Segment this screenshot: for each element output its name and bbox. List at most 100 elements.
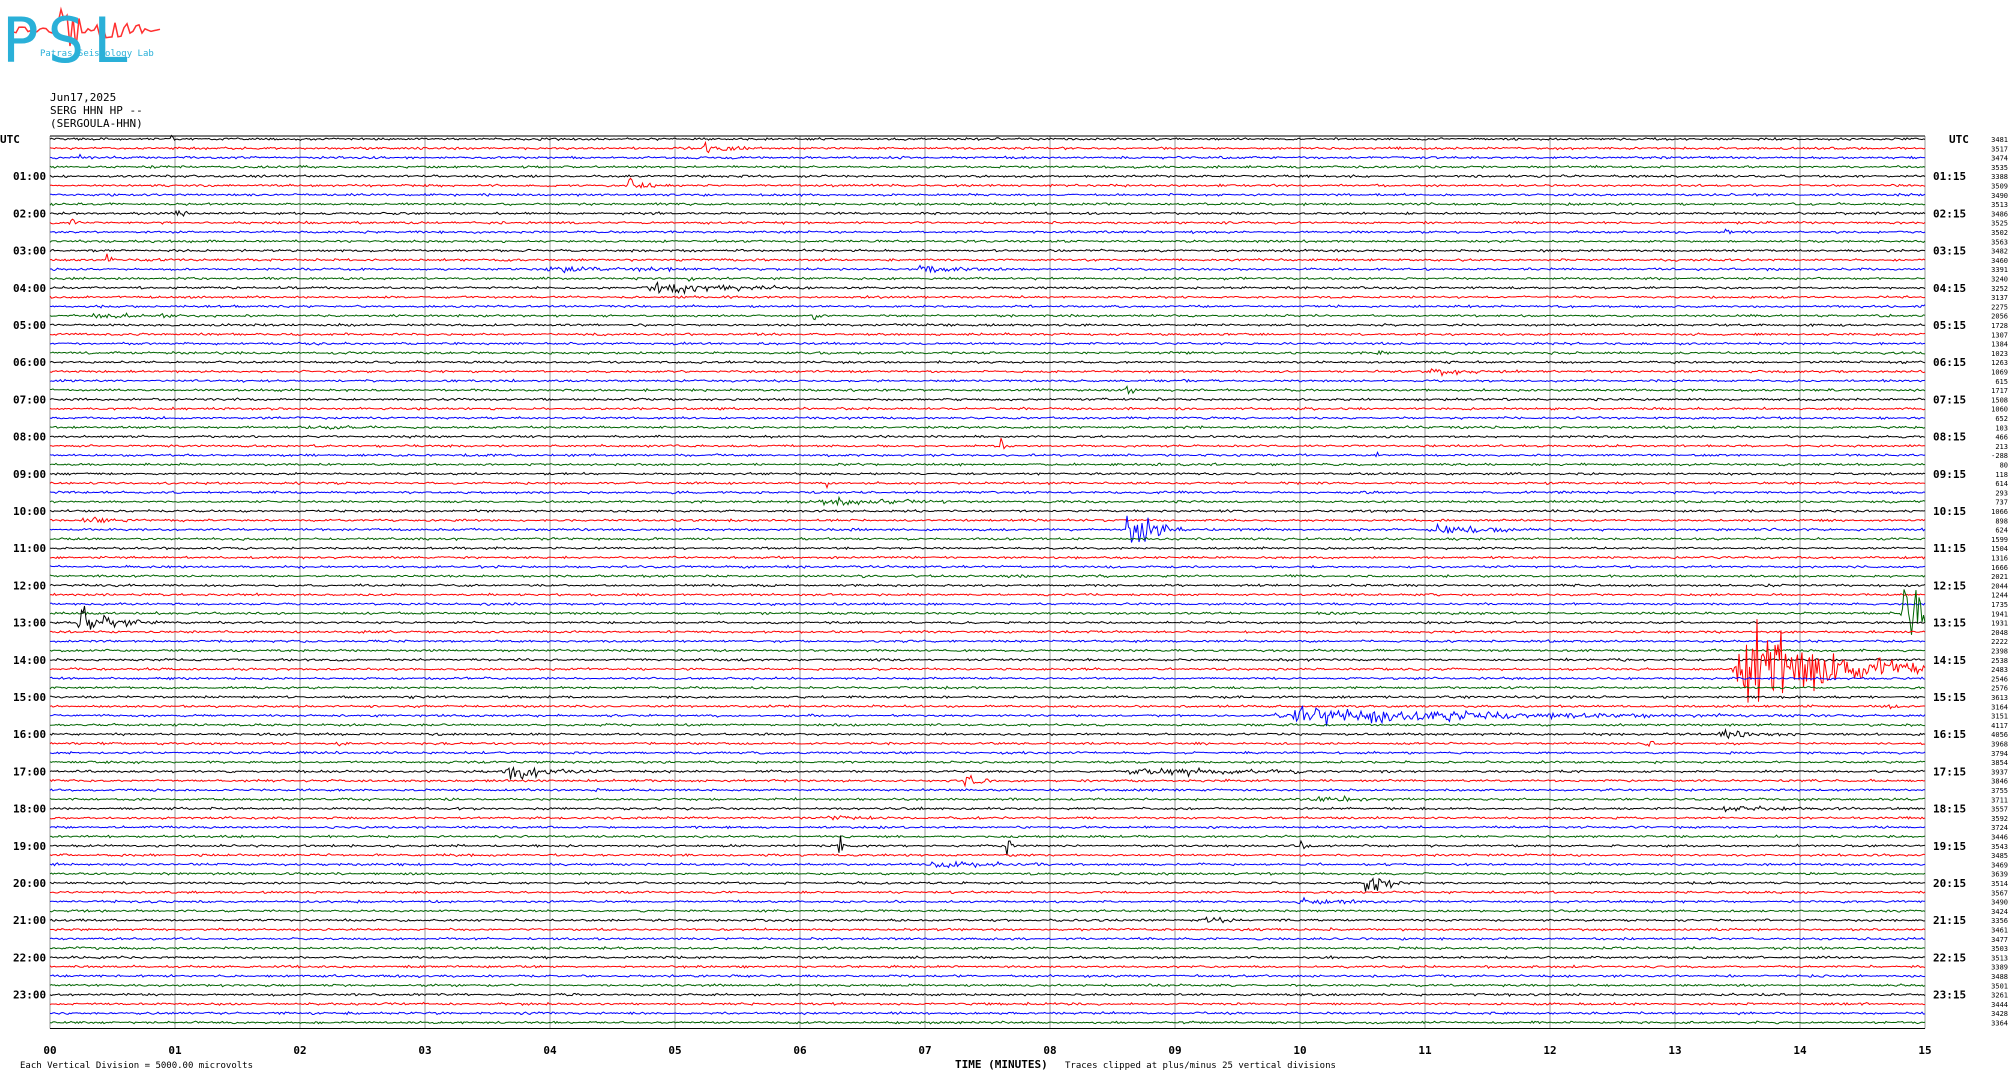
trace-line xyxy=(50,276,1926,282)
trace-line xyxy=(49,927,1926,932)
right-hour-label: 04:15 xyxy=(1933,282,1966,295)
trace-line xyxy=(49,871,1926,876)
trace-line xyxy=(49,264,1926,274)
left-hour-label: 18:00 xyxy=(13,803,46,816)
trace-line xyxy=(49,294,1926,300)
right-hour-label: 02:15 xyxy=(1933,207,1966,220)
right-hour-label: 01:15 xyxy=(1933,170,1966,183)
trace-offset-label: 3502 xyxy=(1991,229,2008,237)
left-hour-label: 14:00 xyxy=(13,654,46,667)
trace-offset-label: 293 xyxy=(1995,489,2008,497)
trace-line xyxy=(49,973,1926,979)
x-tick-label: 03 xyxy=(418,1044,431,1057)
trace-offset-label: 1316 xyxy=(1991,555,2008,563)
trace-line xyxy=(50,281,1926,296)
trace-line xyxy=(49,583,1926,588)
left-hour-label: 08:00 xyxy=(13,431,46,444)
left-utc-label: UTC xyxy=(0,133,20,146)
trace-offset-label: 3535 xyxy=(1991,164,2008,172)
trace-offset-label: 3461 xyxy=(1991,927,2008,935)
trace-offset-label: 1728 xyxy=(1991,322,2008,330)
trace-offset-label: 3137 xyxy=(1991,294,2008,302)
trace-offset-label: 1263 xyxy=(1991,359,2008,367)
trace-line xyxy=(49,992,1926,997)
trace-offset-label: 1023 xyxy=(1991,350,2008,358)
trace-line xyxy=(49,908,1926,913)
trace-line xyxy=(49,1020,1926,1025)
trace-line xyxy=(49,589,1926,635)
trace-offset-label: 466 xyxy=(1995,434,2008,442)
trace-line xyxy=(49,140,1926,154)
trace-offset-label: 3391 xyxy=(1991,266,2008,274)
left-hour-label: 22:00 xyxy=(13,951,46,964)
trace-line xyxy=(49,406,1926,411)
trace-offset-label: 1069 xyxy=(1991,369,2008,377)
right-hour-label: 07:15 xyxy=(1933,393,1966,406)
left-hour-label: 12:00 xyxy=(13,579,46,592)
left-hour-label: 09:00 xyxy=(13,468,46,481)
logo-text: PSL xyxy=(2,4,138,77)
trace-offset-label: 3469 xyxy=(1991,861,2008,869)
trace-line xyxy=(49,564,1926,569)
trace-line xyxy=(49,218,1926,226)
trace-offset-label: 615 xyxy=(1995,378,2008,386)
trace-offset-label: 2048 xyxy=(1991,629,2008,637)
right-hour-label: 14:15 xyxy=(1933,654,1966,667)
trace-line xyxy=(49,592,1926,598)
trace-line xyxy=(49,415,1926,421)
trace-offset-label: 2483 xyxy=(1991,666,2008,674)
trace-line xyxy=(49,349,1926,356)
trace-line xyxy=(50,438,1926,450)
trace-offset-label: 652 xyxy=(1995,415,2008,423)
trace-offset-label: 3488 xyxy=(1991,973,2008,981)
trace-line xyxy=(49,890,1926,895)
right-hour-label: 23:15 xyxy=(1933,989,1966,1002)
right-hour-label: 08:15 xyxy=(1933,431,1966,444)
header-channel: SERG HHN HP -- xyxy=(50,104,143,117)
trace-offset-label: 1066 xyxy=(1991,508,2008,516)
logo-subtitle: Patras Seismology Lab xyxy=(40,49,154,59)
x-tick-label: 11 xyxy=(1418,1044,1432,1057)
x-tick-label: 02 xyxy=(293,1044,306,1057)
trace-offset-label: 3846 xyxy=(1991,778,2008,786)
trace-line xyxy=(49,397,1926,402)
trace-offset-label: 3477 xyxy=(1991,936,2008,944)
trace-line xyxy=(49,750,1926,755)
trace-offset-label: -288 xyxy=(1991,452,2008,460)
right-hour-label: 16:15 xyxy=(1933,728,1966,741)
trace-offset-label: 3724 xyxy=(1991,824,2008,832)
trace-offset-label: 3388 xyxy=(1991,173,2008,181)
trace-offset-label: 3567 xyxy=(1991,889,2008,897)
trace-line xyxy=(49,134,1926,141)
trace-offset-label: 3501 xyxy=(1991,982,2008,990)
trace-line xyxy=(49,602,1926,607)
trace-offset-label: 2044 xyxy=(1991,582,2008,590)
trace-line xyxy=(49,605,1926,630)
x-tick-label: 05 xyxy=(668,1044,681,1057)
trace-line xyxy=(49,462,1926,467)
trace-offset-label: 3424 xyxy=(1991,908,2008,916)
trace-line xyxy=(49,648,1926,653)
trace-line xyxy=(49,490,1926,495)
trace-line xyxy=(49,368,1926,377)
trace-offset-label: 2056 xyxy=(1991,313,2008,321)
trace-line xyxy=(49,794,1926,803)
trace-offset-label: 3613 xyxy=(1991,694,2008,702)
right-hour-label: 21:15 xyxy=(1933,914,1966,927)
trace-line xyxy=(49,760,1926,765)
trace-offset-label: 3261 xyxy=(1991,992,2008,1000)
trace-offset-label: 3513 xyxy=(1991,954,2008,962)
trace-offset-label: 614 xyxy=(1995,480,2008,488)
right-hour-label: 10:15 xyxy=(1933,505,1966,518)
left-hour-label: 05:00 xyxy=(13,319,46,332)
trace-offset-label: 3151 xyxy=(1991,713,2008,721)
trace-line xyxy=(49,727,1926,740)
x-tick-label: 10 xyxy=(1293,1044,1306,1057)
trace-line xyxy=(49,916,1926,924)
trace-offset-label: 3563 xyxy=(1991,238,2008,246)
trace-offset-label: 1384 xyxy=(1991,341,2008,349)
trace-offset-label: 3514 xyxy=(1991,880,2008,888)
trace-line xyxy=(49,341,1926,346)
trace-line xyxy=(49,964,1926,969)
trace-line xyxy=(49,239,1926,244)
